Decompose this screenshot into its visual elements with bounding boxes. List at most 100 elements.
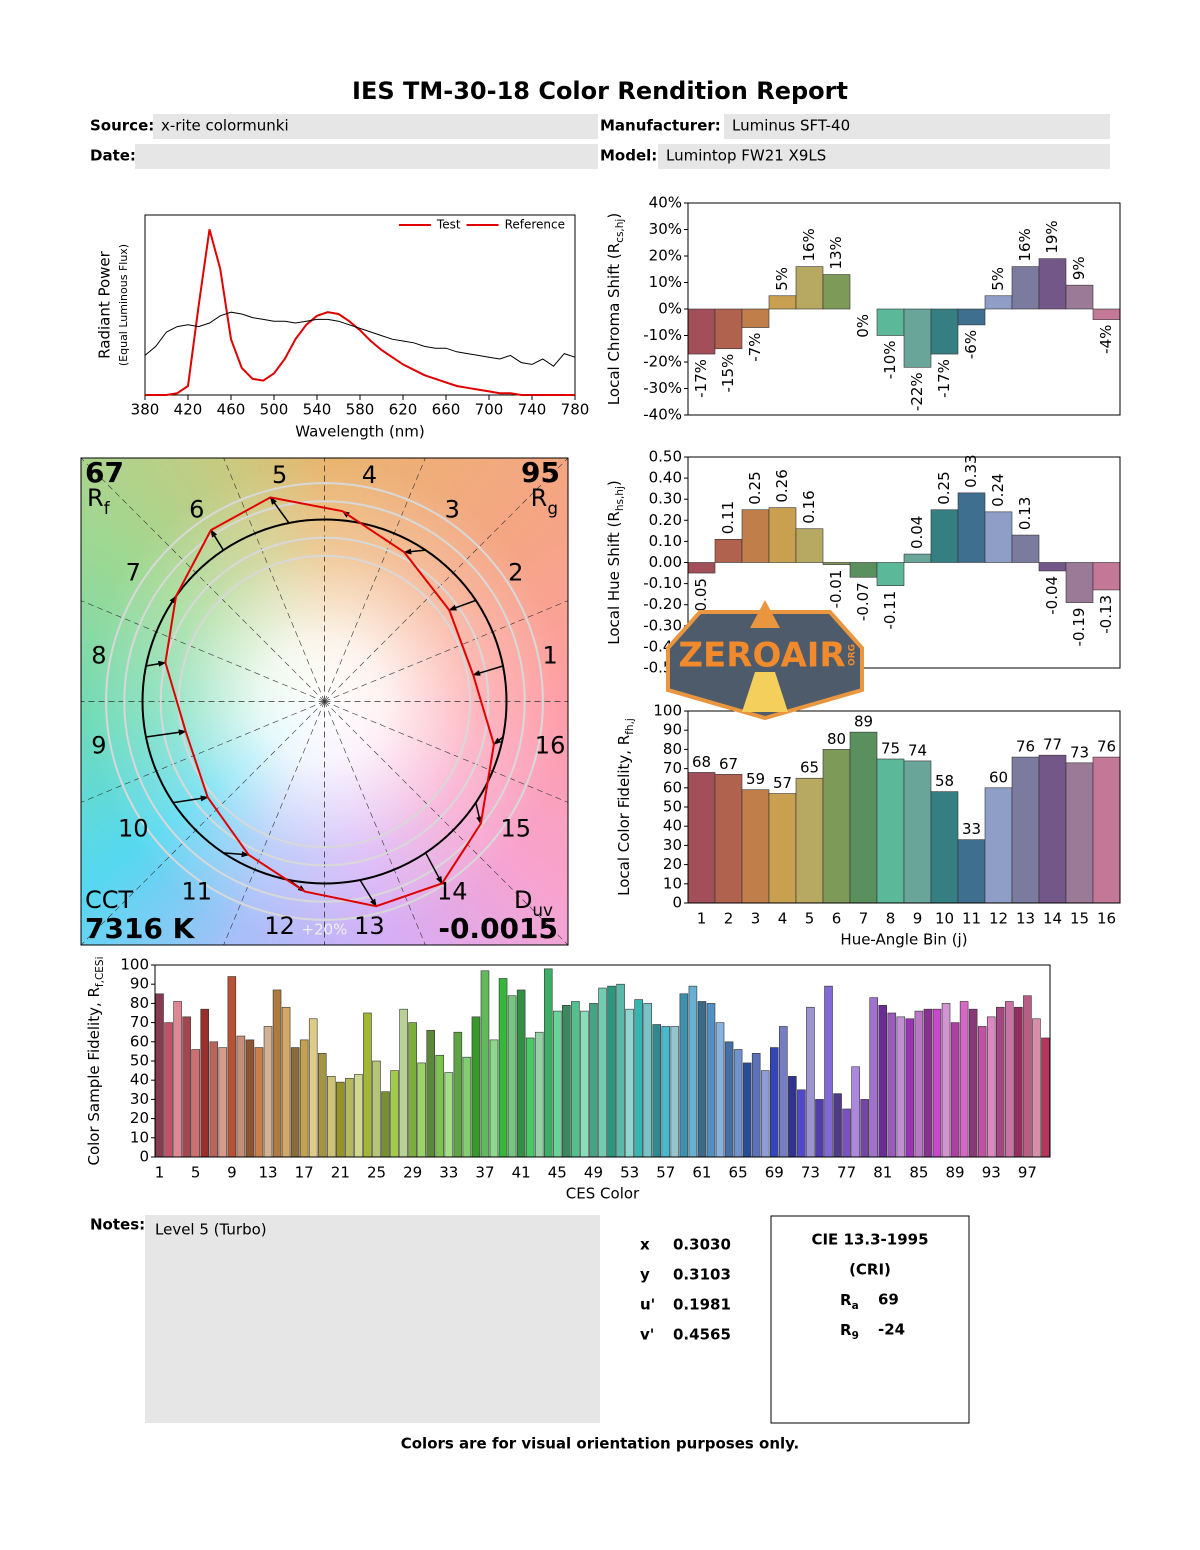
bin-label: 15 — [500, 814, 531, 842]
x-tick-label: 73 — [801, 1164, 820, 1182]
bar — [903, 553, 932, 563]
data-label: 68 — [692, 753, 711, 771]
cri-subtitle: (CRI) — [849, 1261, 891, 1279]
bar — [876, 562, 905, 587]
bar — [1005, 1001, 1014, 1158]
rf-label-part: f — [104, 498, 111, 518]
x-tick-label: 89 — [946, 1164, 965, 1182]
bar — [795, 528, 824, 563]
x-tick-label: 540 — [303, 401, 332, 419]
footer: Colors are for visual orientation purpos… — [401, 1435, 800, 1453]
bar — [795, 266, 824, 310]
bar — [760, 1070, 770, 1158]
chromaticity-value: 0.1981 — [673, 1296, 731, 1314]
x-tick-label: 8 — [886, 910, 896, 928]
bin-divider — [223, 701, 325, 945]
y-axis-label-part: Local Color Fidelity, R — [615, 735, 633, 896]
bar — [876, 758, 905, 904]
y-tick-label: 60 — [663, 778, 682, 796]
plot-frame — [144, 214, 576, 396]
x-tick-label: 37 — [475, 1164, 494, 1182]
bar — [995, 1006, 1005, 1158]
bar — [733, 1049, 743, 1158]
rg-label: Rg — [531, 484, 558, 518]
bar — [1092, 308, 1121, 320]
data-label: -17% — [692, 359, 710, 398]
shift-arrow — [472, 665, 504, 676]
shift-arrow — [403, 548, 426, 555]
bar — [797, 1089, 806, 1158]
cri-index-label-part: R — [840, 1291, 852, 1309]
x-tick-label: 49 — [584, 1164, 603, 1182]
data-label: 5% — [989, 267, 1007, 291]
ring-label: +20% — [302, 921, 348, 939]
x-tick-label: 81 — [873, 1164, 892, 1182]
test-polygon — [164, 496, 495, 908]
bar — [824, 985, 833, 1158]
y-tick-label: 20 — [663, 855, 682, 873]
chromaticity-value: 0.3030 — [673, 1236, 731, 1254]
bin-label: 2 — [508, 559, 523, 587]
data-label: -0.07 — [854, 582, 872, 621]
bar — [254, 1047, 264, 1158]
x-tick-label: 97 — [1018, 1164, 1037, 1182]
x-tick-label: 65 — [729, 1164, 748, 1182]
data-label: -0.13 — [1097, 595, 1115, 634]
bin-divider — [81, 600, 325, 702]
bin-divider — [324, 458, 568, 702]
x-tick-label: 420 — [174, 401, 203, 419]
field-label: Manufacturer: — [600, 117, 721, 135]
bar — [932, 1008, 942, 1158]
bar — [923, 1008, 933, 1158]
bar — [589, 1003, 598, 1158]
shift-arrow — [173, 795, 209, 804]
x-tick-label: 16 — [1097, 910, 1116, 928]
cri-index-label-part: 9 — [852, 1330, 859, 1342]
y-tick-label: 0.40 — [649, 469, 682, 487]
x-tick-label: 85 — [909, 1164, 928, 1182]
bar — [553, 1010, 562, 1158]
bin-label: 6 — [189, 495, 204, 523]
data-label: 74 — [908, 741, 927, 759]
x-tick-label: 5 — [805, 910, 815, 928]
bar — [741, 789, 770, 904]
bar — [1032, 1018, 1041, 1158]
field-box — [724, 114, 1110, 139]
y-tick-label: 40 — [130, 1071, 149, 1089]
x-axis-label: Wavelength (nm) — [295, 423, 425, 441]
x-tick-label: 4 — [778, 910, 788, 928]
bar — [822, 749, 851, 904]
data-label: 0.16 — [800, 490, 818, 523]
bar — [598, 987, 607, 1158]
x-tick-label: 93 — [982, 1164, 1001, 1182]
bar — [957, 492, 986, 563]
legend-label: Test — [436, 218, 461, 232]
x-tick-label: 11 — [962, 910, 981, 928]
y-tick-label: -0.20 — [643, 595, 682, 613]
duv-label-part: uv — [532, 900, 553, 920]
data-label: 0.26 — [773, 469, 791, 502]
bar — [724, 1041, 734, 1158]
bin-label: 8 — [91, 642, 106, 670]
bar — [245, 1039, 255, 1158]
data-label: -10% — [881, 341, 899, 380]
bar — [903, 760, 932, 904]
x-tick-label: 500 — [260, 401, 289, 419]
cct-value: 7316 K — [85, 912, 196, 945]
cri-index-value: 69 — [878, 1291, 899, 1309]
bar — [1092, 756, 1121, 904]
x-tick-label: 29 — [403, 1164, 422, 1182]
bar — [688, 985, 698, 1158]
data-label: 13% — [827, 236, 845, 269]
x-tick-label: 25 — [367, 1164, 386, 1182]
bar — [714, 538, 743, 563]
data-label: -17% — [935, 359, 953, 398]
bar — [788, 1076, 797, 1158]
x-tick-label: 77 — [837, 1164, 856, 1182]
cri-index-label-part: a — [852, 1300, 859, 1312]
data-label: 0.11 — [719, 501, 737, 534]
bar — [769, 1047, 779, 1158]
bar — [984, 295, 1013, 310]
bar — [768, 507, 797, 563]
